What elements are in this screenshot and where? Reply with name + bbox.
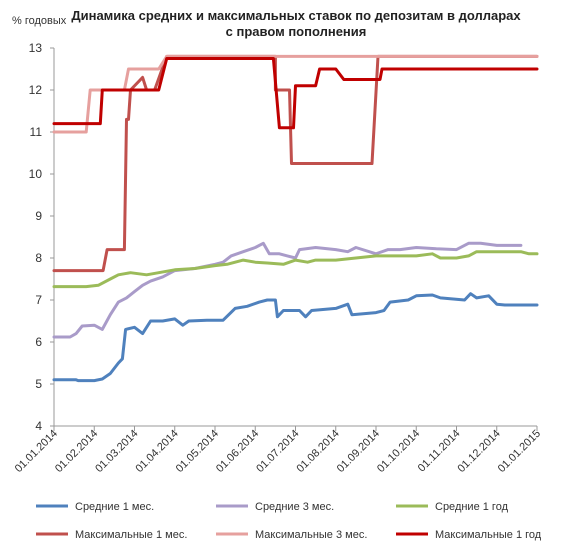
series-line-2 (52, 250, 539, 289)
chart-title-line-1: Динамика средних и максимальных ставок п… (71, 8, 521, 23)
y-tick-label: 13 (29, 41, 43, 55)
y-tick-label: 8 (35, 251, 42, 265)
y-tick-label: 12 (29, 83, 43, 97)
legend-label-3: Максимальные 1 мес. (75, 529, 187, 541)
legend-label-0: Средние 1 мес. (75, 501, 154, 513)
legend: Средние 1 мес. Средние 3 мес. Средние 1 го… (36, 501, 542, 541)
y-tick-label: 10 (29, 167, 43, 181)
series-line-1 (52, 241, 523, 339)
y-tick-label: 5 (35, 377, 42, 391)
series-line-4 (52, 54, 539, 134)
series-lines (52, 54, 539, 383)
y-axis-label: % годовых (12, 15, 67, 27)
legend-label-4: Максимальные 3 мес. (255, 529, 367, 541)
y-tick-label: 4 (35, 419, 42, 433)
chart-title-line-2: с правом пополнения (226, 24, 367, 39)
legend-label-2: Средние 1 год (435, 501, 509, 513)
y-tick-label: 7 (35, 293, 42, 307)
y-tick-label: 6 (35, 335, 42, 349)
series-line-5 (52, 57, 539, 130)
y-tick-label: 11 (30, 125, 43, 139)
legend-label-5: Максимальные 1 год (435, 529, 542, 541)
legend-label-1: Средние 3 мес. (255, 501, 334, 513)
y-tick-label: 9 (35, 209, 42, 223)
series-line-0 (52, 292, 539, 383)
y-tick-labels: 4 5 6 7 8 9 10 11 12 13 (29, 41, 54, 433)
